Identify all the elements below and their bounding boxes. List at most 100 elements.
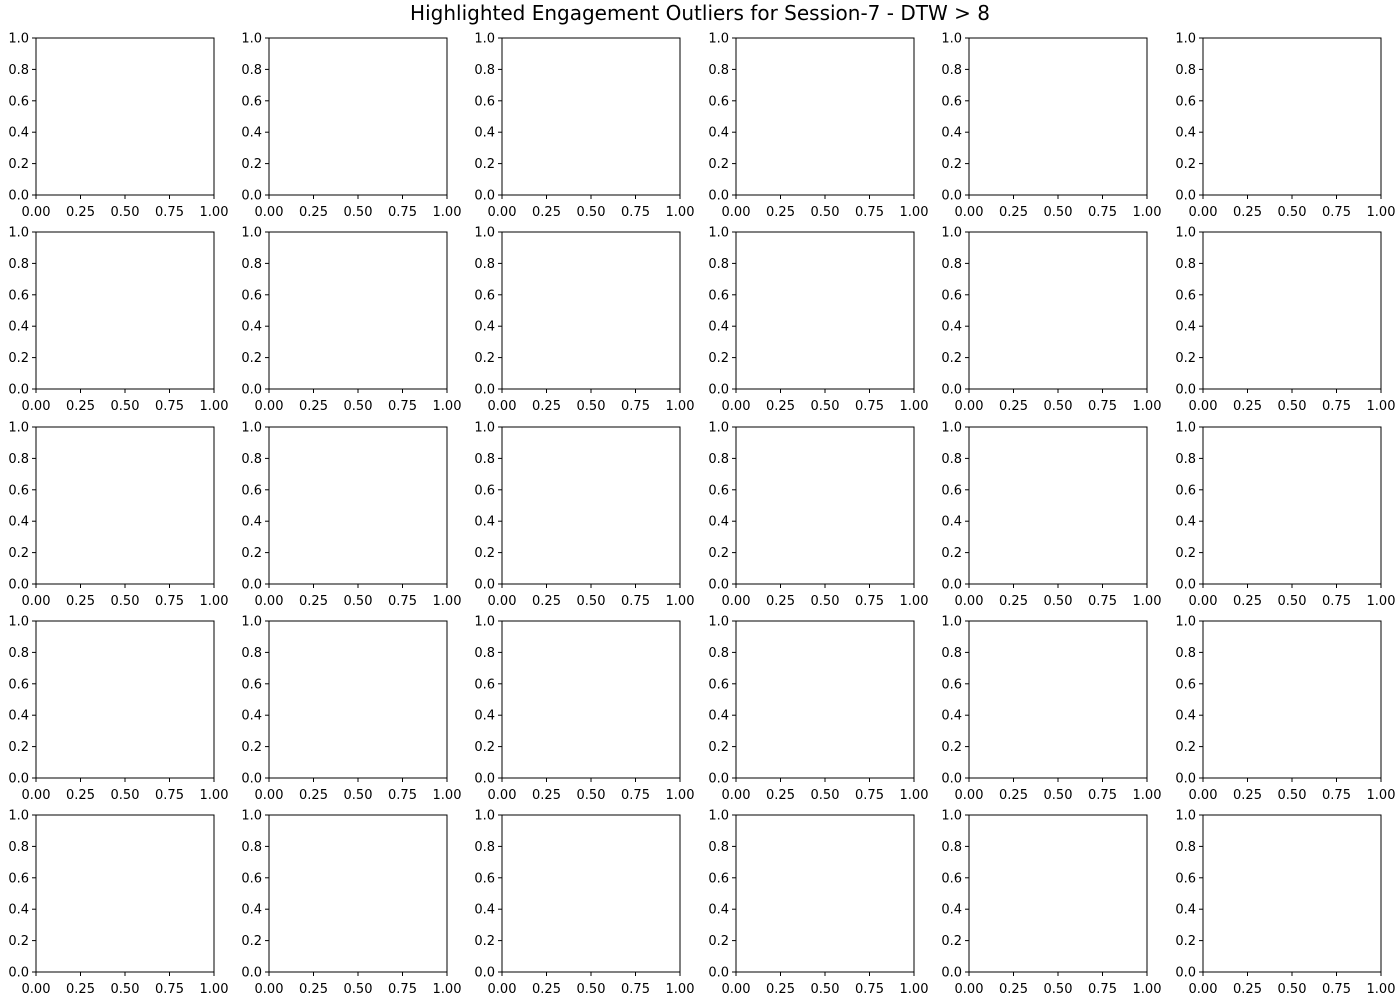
subplot-27-ytick-label: 0.6 xyxy=(474,871,495,886)
subplot-7-xtick-label: 1.00 xyxy=(200,399,229,414)
subplot-18-xtick-label: 0.75 xyxy=(1322,594,1351,609)
subplot-5-xtick-label: 0.75 xyxy=(1088,205,1117,220)
subplot-11-ytick-label: 1.0 xyxy=(941,226,962,241)
subplot-8-ytick-label: 0.6 xyxy=(241,288,262,303)
subplot-18-xtick-label: 0.25 xyxy=(1233,594,1262,609)
subplot-11-ytick-label: 0.2 xyxy=(941,351,962,366)
subplot-1-ytick-label: 0.8 xyxy=(8,63,29,78)
subplot-8-xtick-label: 0.25 xyxy=(299,399,328,414)
subplot-6: 0.00 0.25 0.50 0.75 1.00 0.0 0.2 0.4 0.6 0.8 1.0 xyxy=(1175,32,1395,221)
subplot-26-ytick-label: 0.8 xyxy=(241,840,262,855)
subplot-11-ytick-label: 0.4 xyxy=(941,320,962,335)
subplot-17: 0.00 0.25 0.50 0.75 1.00 0.0 0.2 0.4 0.6 0.8 1.0 xyxy=(941,421,1161,610)
subplot-6-xtick-label: 0.00 xyxy=(1189,205,1218,220)
subplot-2-frame xyxy=(268,37,448,196)
subplot-25-xtick-label: 0.25 xyxy=(66,982,95,997)
subplot-25-ytick-label: 0.2 xyxy=(8,934,29,949)
subplot-7-ytick-label: 0.2 xyxy=(8,351,29,366)
subplot-7-ytick-label: 0.8 xyxy=(8,257,29,272)
subplot-15-ytick-label: 1.0 xyxy=(474,421,495,436)
subplot-24-ytick-label: 0.8 xyxy=(1175,646,1196,661)
subplot-12-frame xyxy=(1202,231,1382,390)
subplot-19-ytick-label: 0.6 xyxy=(8,677,29,692)
subplot-23-xtick-label: 0.00 xyxy=(955,788,984,803)
subplot-4-xtick-label: 0.00 xyxy=(722,205,751,220)
subplot-17-frame xyxy=(968,426,1148,585)
subplot-29: 0.00 0.25 0.50 0.75 1.00 0.0 0.2 0.4 0.6 0.8 1.0 xyxy=(941,809,1161,998)
subplot-17-ytick-label: 0.2 xyxy=(941,546,962,561)
subplot-30-xtick-label: 0.25 xyxy=(1233,982,1262,997)
subplot-15-xtick-label: 0.00 xyxy=(488,594,517,609)
subplot-22-ytick-label: 1.0 xyxy=(708,615,729,630)
subplot-7-xtick-label: 0.25 xyxy=(66,399,95,414)
subplot-19-ytick-label: 0.0 xyxy=(8,772,29,787)
subplot-25: 0.00 0.25 0.50 0.75 1.00 0.0 0.2 0.4 0.6 0.8 1.0 xyxy=(8,809,228,998)
subplot-21-xtick-label: 0.25 xyxy=(532,788,561,803)
subplot-28-frame xyxy=(735,814,915,973)
subplot-22-ytick-label: 0.6 xyxy=(708,677,729,692)
subplot-17-ytick-label: 0.4 xyxy=(941,515,962,530)
subplot-9-xtick-label: 0.25 xyxy=(532,399,561,414)
subplot-17-ytick-label: 0.8 xyxy=(941,452,962,467)
subplot-25-ytick-label: 1.0 xyxy=(8,809,29,824)
subplot-5-ytick-label: 0.0 xyxy=(941,189,962,204)
subplot-11-xtick-label: 0.50 xyxy=(1044,399,1073,414)
subplot-26-xtick-label: 1.00 xyxy=(433,982,462,997)
subplot-4-xtick-label: 0.75 xyxy=(855,205,884,220)
subplot-17-ytick-label: 0.0 xyxy=(941,578,962,593)
subplot-25-ytick-label: 0.6 xyxy=(8,871,29,886)
subplot-24-xtick-label: 0.50 xyxy=(1278,788,1307,803)
subplot-3-xtick-label: 0.75 xyxy=(621,205,650,220)
subplot-26-xtick-label: 0.50 xyxy=(344,982,373,997)
subplot-12-ytick-label: 0.8 xyxy=(1175,257,1196,272)
subplot-29-ytick-label: 0.6 xyxy=(941,871,962,886)
subplot-17-ytick-label: 1.0 xyxy=(941,421,962,436)
subplot-2-xtick-label: 0.25 xyxy=(299,205,328,220)
subplot-30-frame xyxy=(1202,814,1382,973)
subplot-23: 0.00 0.25 0.50 0.75 1.00 0.0 0.2 0.4 0.6 0.8 1.0 xyxy=(941,615,1161,804)
subplot-10-ytick-label: 0.4 xyxy=(708,320,729,335)
subplot-6-ytick-label: 0.4 xyxy=(1175,126,1196,141)
subplot-1-xtick-label: 1.00 xyxy=(200,205,229,220)
subplot-15-ytick-label: 0.0 xyxy=(474,578,495,593)
subplot-9: 0.00 0.25 0.50 0.75 1.00 0.0 0.2 0.4 0.6 0.8 1.0 xyxy=(474,226,694,415)
subplot-20-xtick-label: 0.25 xyxy=(299,788,328,803)
subplot-15-ytick-label: 0.8 xyxy=(474,452,495,467)
subplot-28-xtick-label: 0.25 xyxy=(766,982,795,997)
subplot-2-ytick-label: 0.0 xyxy=(241,189,262,204)
subplot-26-ytick-label: 0.0 xyxy=(241,966,262,981)
subplot-11-xtick-label: 0.00 xyxy=(955,399,984,414)
subplot-10-frame xyxy=(735,231,915,390)
subplot-4-xtick-label: 0.25 xyxy=(766,205,795,220)
subplot-4-ytick-label: 0.6 xyxy=(708,94,729,109)
subplot-19-ytick-label: 1.0 xyxy=(8,615,29,630)
subplot-13-ytick-label: 0.6 xyxy=(8,483,29,498)
subplot-19-ytick-label: 0.8 xyxy=(8,646,29,661)
subplot-23-ytick-label: 1.0 xyxy=(941,615,962,630)
subplot-16-ytick-label: 0.8 xyxy=(708,452,729,467)
subplot-27-frame xyxy=(501,814,681,973)
subplot-10-ytick-label: 0.0 xyxy=(708,383,729,398)
subplot-14-ytick-label: 0.4 xyxy=(241,515,262,530)
subplot-5-ytick-label: 0.8 xyxy=(941,63,962,78)
subplot-11-ytick-label: 0.8 xyxy=(941,257,962,272)
subplot-20-ytick-label: 0.2 xyxy=(241,740,262,755)
subplot-23-xtick-label: 0.25 xyxy=(999,788,1028,803)
subplot-9-ytick-label: 1.0 xyxy=(474,226,495,241)
subplot-29-ytick-label: 0.8 xyxy=(941,840,962,855)
subplot-19-ytick-label: 0.2 xyxy=(8,740,29,755)
subplot-27-xtick-label: 1.00 xyxy=(666,982,695,997)
subplot-16-ytick-label: 1.0 xyxy=(708,421,729,436)
subplot-18-ytick-label: 0.6 xyxy=(1175,483,1196,498)
subplot-4-xtick-label: 1.00 xyxy=(900,205,929,220)
subplot-7-xtick-label: 0.50 xyxy=(111,399,140,414)
subplot-2-xtick-label: 1.00 xyxy=(433,205,462,220)
subplot-28: 0.00 0.25 0.50 0.75 1.00 0.0 0.2 0.4 0.6 0.8 1.0 xyxy=(708,809,928,998)
subplot-1-ytick-label: 1.0 xyxy=(8,32,29,47)
subplot-6-ytick-label: 0.2 xyxy=(1175,157,1196,172)
subplot-25-xtick-label: 0.00 xyxy=(22,982,51,997)
subplot-22-frame xyxy=(735,620,915,779)
subplot-16-xtick-label: 0.50 xyxy=(811,594,840,609)
subplot-10-xtick-label: 0.75 xyxy=(855,399,884,414)
subplot-12-ytick-label: 0.6 xyxy=(1175,288,1196,303)
